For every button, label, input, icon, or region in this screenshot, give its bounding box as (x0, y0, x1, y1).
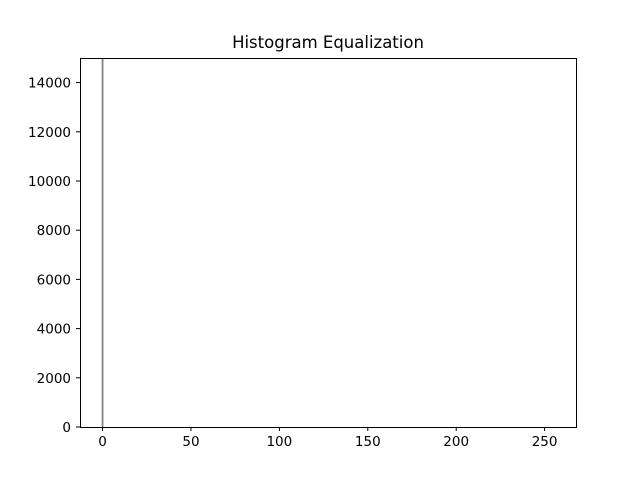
x-tick-label: 250 (532, 434, 558, 450)
plot-frame (80, 58, 577, 428)
y-tick-label: 6000 (37, 272, 71, 288)
bars-layer (101, 58, 104, 427)
y-tick-label: 12000 (28, 125, 71, 141)
x-tick-label: 150 (355, 434, 381, 450)
y-tick-label: 14000 (28, 76, 71, 92)
chart-title: Histogram Equalization (232, 33, 424, 52)
x-tick-label: 50 (182, 434, 199, 450)
x-tick-label: 100 (266, 434, 292, 450)
x-tick-label: 200 (443, 434, 469, 450)
y-tick-label: 8000 (37, 223, 71, 239)
x-axis-ticks: 0 50 100 150 200 250 (98, 427, 558, 450)
y-tick-label: 10000 (28, 174, 71, 190)
x-tick-label: 0 (98, 434, 107, 450)
y-axis-ticks: 0 2000 4000 6000 8000 10000 12000 14000 (28, 76, 80, 436)
y-tick-label: 2000 (37, 371, 71, 387)
y-tick-label: 4000 (37, 322, 71, 338)
histogram-bar (101, 58, 104, 427)
y-tick-label: 0 (62, 420, 71, 436)
